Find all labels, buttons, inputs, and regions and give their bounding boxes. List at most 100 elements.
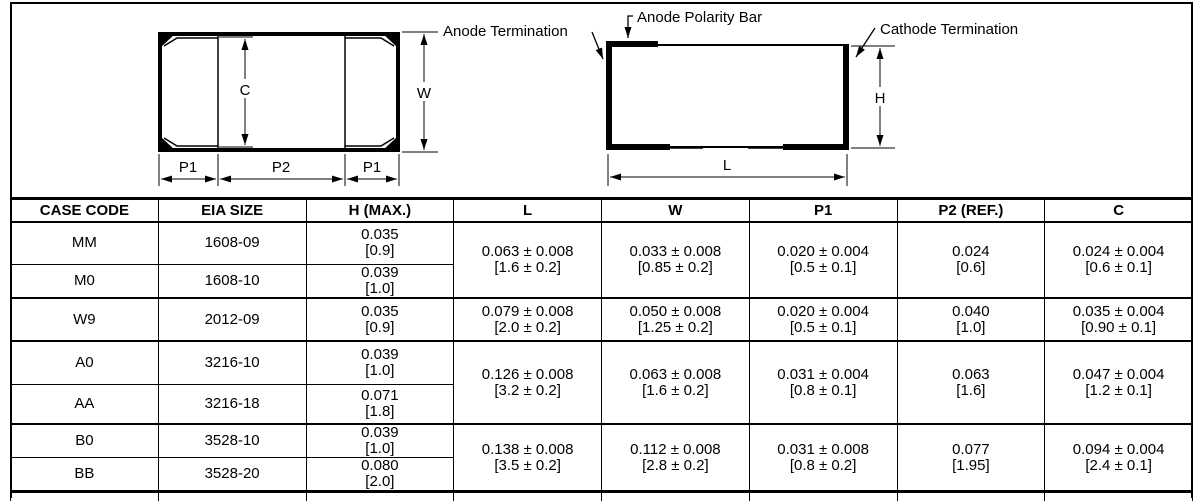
value-mm: [1.25 ± 0.2] [602,320,749,336]
cell-w: 0.050 ± 0.008 [1.25 ± 0.2] [602,298,750,341]
cell-w: 0.033 ± 0.008 [0.85 ± 0.2] [602,222,750,298]
table-row-a0: A0 3216-10 0.039 [1.0] 0.126 ± 0.008 [3.… [11,341,1193,384]
cell-l: 0.079 ± 0.008 [2.0 ± 0.2] [454,298,602,341]
cell-case-code: W9 [11,298,159,341]
value-mm: [0.85 ± 0.2] [602,260,749,276]
cell-case-code: MM [11,222,159,264]
value-inches: 0.020 ± 0.004 [750,304,897,320]
dimension-drawings: C W P1 P2 P1 [0,0,1200,197]
dim-h-label: H [875,90,886,107]
value-mm: [3.5 ± 0.2] [454,458,601,474]
header-p2-ref: P2 (REF.) [897,199,1045,223]
value-mm: [2.0] [307,474,454,490]
header-c: C [1045,199,1193,223]
dim-p1-left-label: P1 [179,159,197,176]
cell-h-max: 0.035 [0.9] [306,298,454,341]
cell-p1: 0.031 ± 0.008 [0.8 ± 0.2] [749,424,897,492]
header-h-max: H (MAX.) [306,199,454,223]
value-mm: [0.6] [898,260,1045,276]
case-dimension-table: CASE CODE EIA SIZE H (MAX.) L W P1 P2 (R… [10,197,1193,501]
cell-case-code: AA [11,384,159,424]
value-inches: 0.112 ± 0.008 [602,442,749,458]
table-row-mm: MM 1608-09 0.035 [0.9] 0.063 ± 0.008 [1.… [11,222,1193,264]
value-inches: 0.035 [307,227,454,243]
cell-h-max: 0.039 [1.0] [306,264,454,298]
value-mm: [1.0] [307,281,454,297]
value-inches: 0.071 [307,388,454,404]
value-mm: [1.8] [307,404,454,420]
value-inches: 0.020 ± 0.004 [750,244,897,260]
cell-l: 0.138 ± 0.008 [3.5 ± 0.2] [454,424,602,492]
cell-c: 0.024 ± 0.004 [0.6 ± 0.1] [1045,222,1193,298]
value-mm: [0.6 ± 0.1] [1045,260,1192,276]
value-mm: [1.0] [307,363,454,379]
stub-cell [454,492,602,501]
bottom-left-termination [606,144,670,150]
value-inches: 0.039 [307,347,454,363]
cell-p2: 0.040 [1.0] [897,298,1045,341]
cell-case-code: BB [11,458,159,492]
chip-body-outline [160,34,398,150]
cell-h-max: 0.080 [2.0] [306,458,454,492]
value-inches: 0.024 ± 0.004 [1045,244,1192,260]
value-mm: [0.90 ± 0.1] [1045,320,1192,336]
bottom-right-termination [783,144,849,150]
right-pad-bottom-chamfer [345,138,394,146]
value-mm: [0.9] [307,320,454,336]
left-pad-bottom-chamfer [164,138,218,146]
anode-termination-leader [592,32,603,59]
value-inches: 0.063 ± 0.008 [454,244,601,260]
dim-p2-label: P2 [272,159,290,176]
value-mm: [3.2 ± 0.2] [454,383,601,399]
cell-h-max: 0.035 [0.9] [306,222,454,264]
dim-l-label: L [723,157,731,174]
stub-cell [749,492,897,501]
table-cutoff-strip [11,492,1193,501]
table-row-b0: B0 3528-10 0.039 [1.0] 0.138 ± 0.008 [3.… [11,424,1193,458]
header-eia-size: EIA SIZE [158,199,306,223]
header-case-code: CASE CODE [11,199,159,223]
cell-eia-size: 3528-20 [158,458,306,492]
cell-c: 0.035 ± 0.004 [0.90 ± 0.1] [1045,298,1193,341]
header-w: W [602,199,750,223]
cell-h-max: 0.039 [1.0] [306,341,454,384]
value-mm: [2.8 ± 0.2] [602,458,749,474]
cell-p1: 0.020 ± 0.004 [0.5 ± 0.1] [749,222,897,298]
cell-l: 0.126 ± 0.008 [3.2 ± 0.2] [454,341,602,424]
value-inches: 0.077 [898,442,1045,458]
value-mm: [0.5 ± 0.1] [750,260,897,276]
value-mm: [2.4 ± 0.1] [1045,458,1192,474]
capacitor-body-outline [608,45,847,147]
value-mm: [1.0] [307,441,454,457]
value-mm: [1.6 ± 0.2] [454,260,601,276]
cell-c: 0.094 ± 0.004 [2.4 ± 0.1] [1045,424,1193,492]
value-mm: [0.8 ± 0.2] [750,458,897,474]
value-mm: [1.95] [898,458,1045,474]
value-inches: 0.094 ± 0.004 [1045,442,1192,458]
value-mm: [1.0] [898,320,1045,336]
stub-cell [897,492,1045,501]
value-inches: 0.079 ± 0.008 [454,304,601,320]
dimension-table-container: CASE CODE EIA SIZE H (MAX.) L W P1 P2 (R… [10,197,1193,501]
cell-eia-size: 3216-10 [158,341,306,384]
cell-p1: 0.020 ± 0.004 [0.5 ± 0.1] [749,298,897,341]
value-mm: [1.6] [898,383,1045,399]
cathode-termination-bar [843,44,849,149]
cell-c: 0.047 ± 0.004 [1.2 ± 0.1] [1045,341,1193,424]
cell-p2: 0.077 [1.95] [897,424,1045,492]
value-mm: [1.2 ± 0.1] [1045,383,1192,399]
dim-w-label: W [417,85,432,102]
value-inches: 0.033 ± 0.008 [602,244,749,260]
cell-case-code: A0 [11,341,159,384]
dim-p1-right-label: P1 [363,159,381,176]
stub-cell [158,492,306,501]
value-mm: [0.9] [307,243,454,259]
cell-p2: 0.063 [1.6] [897,341,1045,424]
cell-eia-size: 3528-10 [158,424,306,458]
cell-p2: 0.024 [0.6] [897,222,1045,298]
value-inches: 0.063 ± 0.008 [602,367,749,383]
cell-case-code: M0 [11,264,159,298]
cell-w: 0.112 ± 0.008 [2.8 ± 0.2] [602,424,750,492]
cell-eia-size: 3216-18 [158,384,306,424]
